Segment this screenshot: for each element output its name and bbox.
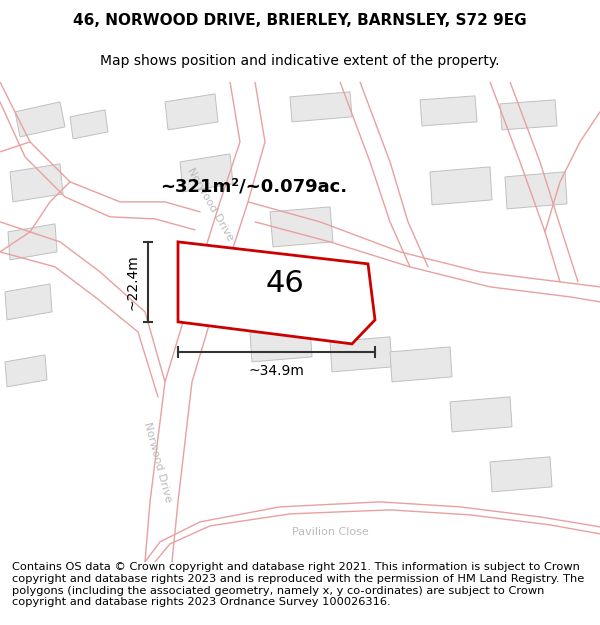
Polygon shape (285, 267, 347, 305)
Polygon shape (178, 242, 375, 344)
Polygon shape (420, 96, 477, 126)
Text: ~34.9m: ~34.9m (248, 364, 304, 378)
Polygon shape (8, 224, 57, 260)
Polygon shape (10, 164, 63, 202)
Polygon shape (290, 92, 352, 122)
Polygon shape (450, 397, 512, 432)
Polygon shape (270, 207, 333, 247)
Polygon shape (430, 167, 492, 205)
Text: Pavilion Close: Pavilion Close (292, 527, 368, 537)
Polygon shape (250, 327, 312, 362)
Text: 46, NORWOOD DRIVE, BRIERLEY, BARNSLEY, S72 9EG: 46, NORWOOD DRIVE, BRIERLEY, BARNSLEY, S… (73, 12, 527, 28)
Polygon shape (5, 284, 52, 320)
Polygon shape (505, 172, 567, 209)
Text: ~22.4m: ~22.4m (126, 254, 140, 310)
Polygon shape (390, 347, 452, 382)
Text: Norwood Drive: Norwood Drive (142, 421, 173, 503)
Text: Map shows position and indicative extent of the property.: Map shows position and indicative extent… (100, 54, 500, 68)
Polygon shape (70, 110, 108, 139)
Polygon shape (15, 102, 65, 137)
Polygon shape (5, 355, 47, 387)
Polygon shape (165, 94, 218, 130)
Text: Contains OS data © Crown copyright and database right 2021. This information is : Contains OS data © Crown copyright and d… (12, 562, 584, 608)
Polygon shape (490, 457, 552, 492)
Polygon shape (330, 337, 392, 372)
Polygon shape (180, 154, 233, 192)
Text: 46: 46 (266, 269, 304, 298)
Text: ~321m²/~0.079ac.: ~321m²/~0.079ac. (160, 178, 347, 196)
Text: Norwood Drive: Norwood Drive (185, 166, 235, 242)
Polygon shape (500, 100, 557, 130)
